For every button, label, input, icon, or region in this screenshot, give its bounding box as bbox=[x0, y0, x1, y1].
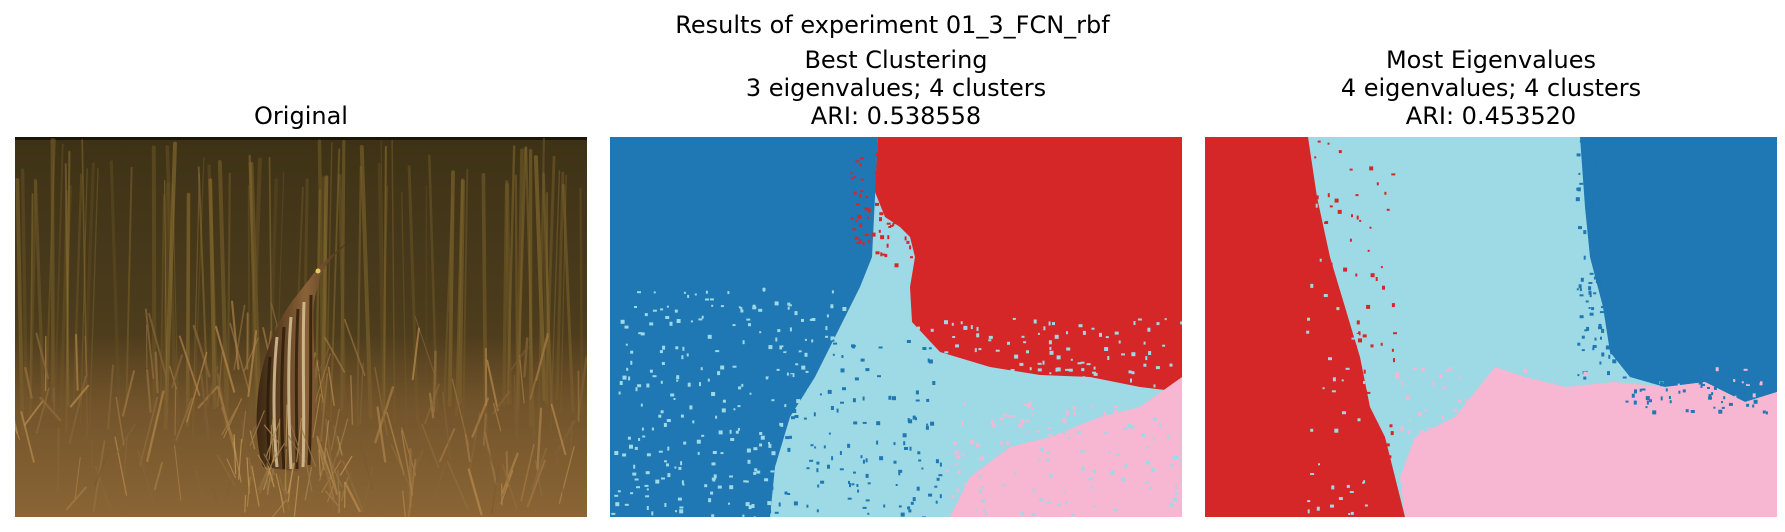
best-clustering-panel-title: Best Clustering 3 eigenvalues; 4 cluster… bbox=[610, 46, 1182, 130]
original-panel-title: Original bbox=[15, 102, 587, 130]
figure-suptitle: Results of experiment 01_3_FCN_rbf bbox=[675, 11, 1110, 39]
most-eigenvalues-title-line-1: Most Eigenvalues bbox=[1385, 46, 1597, 74]
most-eigenvalues-title-line-3: ARI: 0.453520 bbox=[1405, 102, 1577, 130]
bird-figure bbox=[256, 237, 355, 472]
most-eigenvalues-panel-title: Most Eigenvalues 4 eigenvalues; 4 cluste… bbox=[1205, 46, 1777, 130]
best-clustering-title-line-3: ARI: 0.538558 bbox=[810, 102, 982, 130]
original-image bbox=[15, 137, 587, 517]
original-title-line: Original bbox=[254, 102, 348, 130]
best-clustering-title-line-2: 3 eigenvalues; 4 clusters bbox=[745, 74, 1047, 102]
most-eigenvalues-title-line-2: 4 eigenvalues; 4 clusters bbox=[1340, 74, 1642, 102]
most-eigenvalues-image bbox=[1205, 137, 1777, 517]
best-clustering-image bbox=[610, 137, 1182, 517]
best-clustering-title-line-1: Best Clustering bbox=[804, 46, 988, 74]
